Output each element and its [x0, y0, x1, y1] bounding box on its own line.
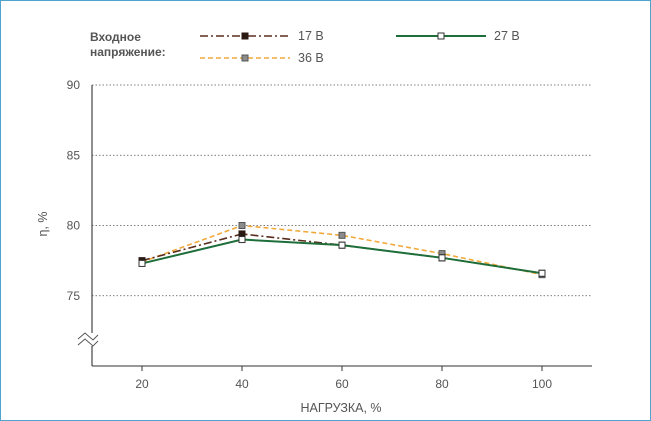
x-tick-label: 40: [235, 377, 249, 391]
legend-item-27-в: 27 В: [396, 29, 520, 43]
legend-label-36-в: 36 В: [298, 51, 324, 65]
y-tick-label: 85: [67, 148, 81, 162]
x-tick-label: 80: [435, 377, 449, 391]
legend: Входное напряжение: 17 В 27 В 36 В: [90, 29, 520, 65]
legend-marker-27-в: [437, 32, 445, 40]
axis-break-gap: [76, 333, 100, 346]
data-point-36-в: [338, 231, 346, 239]
legend-item-17-в: 17 В: [200, 29, 324, 43]
legend-title-line1: Входное: [90, 30, 141, 44]
legend-label-27-в: 27 В: [494, 29, 520, 43]
series-27-в: [138, 236, 546, 277]
x-tick-label: 100: [532, 377, 552, 391]
legend-title-line2: напряжение:: [90, 45, 166, 59]
axis-break-zigzag-bottom: [77, 338, 99, 347]
y-tick-label: 90: [67, 78, 81, 92]
legend-marker-17-в: [241, 32, 249, 40]
legend-marker-36-в: [241, 54, 249, 62]
series-layer: [138, 222, 546, 279]
tick-labels: 75 80 85 90 20 40 60 80 100: [67, 78, 553, 391]
axis-break-zigzag-top: [77, 332, 99, 341]
data-point-27-в: [338, 241, 346, 249]
data-point-27-в: [438, 254, 446, 262]
y-tick-label: 80: [67, 219, 81, 233]
series-line-17-в: [141, 233, 543, 275]
y-tick-label: 75: [67, 289, 81, 303]
data-point-17-в: [238, 230, 246, 238]
data-point-36-в: [238, 222, 246, 229]
x-tick-label: 60: [335, 377, 349, 391]
legend-label-17-в: 17 В: [298, 29, 324, 43]
y-axis-title: η, %: [36, 211, 50, 236]
axis-break-icon: [76, 332, 100, 347]
data-point-27-в: [138, 259, 146, 267]
legend-item-36-в: 36 В: [200, 51, 324, 65]
gridlines: [92, 84, 592, 297]
data-point-27-в: [238, 236, 246, 244]
x-axis-title: НАГРУЗКА, %: [300, 401, 381, 415]
x-tick-label: 20: [135, 377, 149, 391]
data-point-27-в: [538, 269, 546, 277]
